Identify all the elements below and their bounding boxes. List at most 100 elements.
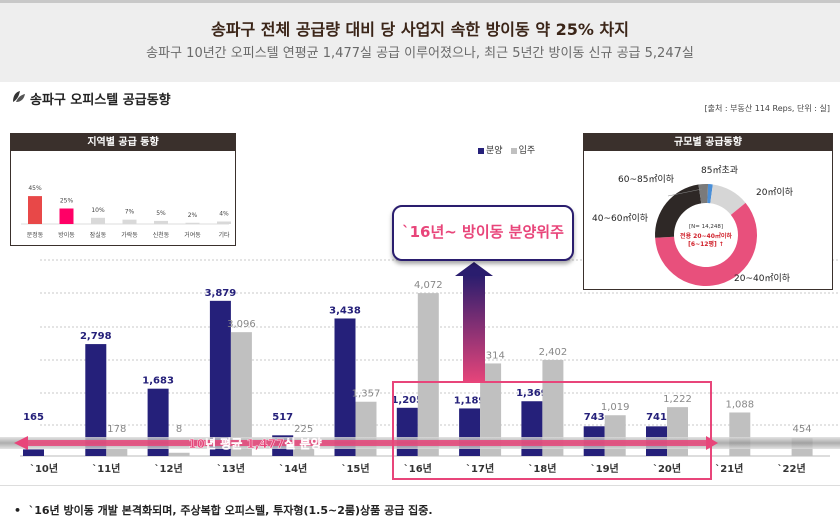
x-tick-label: `13년 <box>217 462 245 475</box>
label-sale: 1,683 <box>142 376 174 387</box>
region-tick-label: 문정동 <box>27 232 44 239</box>
donut-slice-label: 20㎡이하 <box>756 187 794 198</box>
x-tick-label: `16년 <box>404 462 432 475</box>
label-move-in: 1,357 <box>352 389 381 400</box>
chart-legend: 분양 입주 <box>478 143 535 156</box>
x-tick-label: `11년 <box>92 462 120 475</box>
donut-slice <box>707 184 713 204</box>
bar-move-in <box>417 293 439 456</box>
x-tick-label: `10년 <box>30 462 58 475</box>
region-bar-label: 7% <box>125 209 135 216</box>
region-supply-panel: 지역별 공급 동향 45% 문정동 25% 방이동 10% 잠실동 7% 가락동 5% 신천동 2%… <box>10 133 236 246</box>
average-arrow <box>24 440 710 446</box>
section-title-text: 송파구 오피스텔 공급동향 <box>30 93 171 108</box>
region-bar <box>154 220 168 224</box>
region-bar <box>185 222 200 224</box>
highlight-box <box>392 381 712 480</box>
label-move-in: 225 <box>294 424 313 435</box>
region-bar <box>91 217 105 224</box>
x-tick-label: `15년 <box>341 462 369 475</box>
donut-slice-label: 85㎡초과 <box>701 165 738 176</box>
label-move-in: 4,072 <box>414 280 443 291</box>
donut-slice-label: 60~85㎡이하 <box>618 174 675 185</box>
region-bar-chart: 45% 문정동 25% 방이동 10% 잠실동 7% 가락동 5% 신천동 2% 거여동 4% 기타 <box>21 185 231 239</box>
label-move-in: 8 <box>176 424 182 435</box>
arrow-left-icon <box>14 436 28 450</box>
header-band <box>0 0 840 82</box>
divider <box>0 485 840 486</box>
size-supply-panel: 규모별 공급동향 85㎡초과 20㎡이하 20~40㎡이하 40~60㎡이하 60~85… <box>583 133 833 290</box>
region-tick-label: 신천동 <box>153 231 170 239</box>
donut-slice <box>710 184 746 215</box>
bar-sale <box>209 300 231 456</box>
region-bar <box>59 208 74 224</box>
region-bar <box>122 219 137 224</box>
region-panel-title: 지역별 공급 동향 <box>11 134 235 151</box>
source-note: [출처 : 부동산 114 Reps, 단위 : 실] <box>704 104 831 113</box>
label-move-in: 454 <box>793 424 812 435</box>
x-tick-label: `21년 <box>715 462 743 475</box>
label-sale: 165 <box>23 412 44 423</box>
label-sale: 1,205 <box>391 395 423 406</box>
label-sale: 1,189 <box>454 395 486 406</box>
legend-move-in: 입주 <box>510 143 535 156</box>
region-tick-label: 기타 <box>218 231 230 239</box>
leader-line <box>667 188 703 197</box>
label-sale: 3,438 <box>329 305 361 316</box>
label-move-in: 2,314 <box>476 350 505 361</box>
x-tick-label: `20년 <box>653 462 681 475</box>
bar-move-in <box>293 447 315 456</box>
label-sale: 2,798 <box>80 331 112 342</box>
x-tick-label: `12년 <box>155 462 183 475</box>
donut-slice <box>698 184 709 204</box>
average-label: 10년 평균 1,477실 분양 <box>188 436 321 451</box>
label-sale: 1,369 <box>516 388 548 399</box>
label-sale: 743 <box>584 412 605 423</box>
bar-sale <box>334 318 356 456</box>
region-tick-label: 방이동 <box>58 231 75 239</box>
bar-move-in <box>604 415 626 456</box>
donut-center-n: [N= 14,248] <box>689 224 723 230</box>
region-bar-label: 4% <box>219 211 229 218</box>
label-move-in: 178 <box>107 424 126 435</box>
label-move-in: 2,402 <box>539 347 568 358</box>
label-move-in: 3,096 <box>227 319 256 330</box>
x-tick-label: `17년 <box>466 462 494 475</box>
section-title: 송파구 오피스텔 공급동향 <box>12 89 171 108</box>
label-move-in: 1,019 <box>601 402 630 413</box>
label-sale: 741 <box>646 412 667 423</box>
donut-slice <box>655 202 757 286</box>
bar-sale <box>85 344 107 456</box>
leaf-icon <box>12 90 26 107</box>
bar-move-in <box>542 359 564 456</box>
region-tick-label: 잠실동 <box>90 231 107 239</box>
label-move-in: 1,088 <box>725 399 754 410</box>
bar-move-in <box>480 363 502 456</box>
region-bar <box>28 196 42 224</box>
bar-move-in <box>168 452 190 456</box>
bar-move-in <box>106 448 128 456</box>
label-sale: 517 <box>272 412 293 423</box>
region-bar <box>217 221 231 224</box>
arrow-up-icon <box>455 262 493 276</box>
region-bar-label: 45% <box>28 185 42 192</box>
donut-slice <box>655 184 702 238</box>
region-bar-label: 2% <box>188 212 198 219</box>
page-title: 송파구 전체 공급량 대비 당 사업지 속한 방이동 약 25% 차지 <box>211 20 629 39</box>
up-arrow <box>463 275 485 383</box>
donut-center-label: [6~12평] ↑ <box>688 240 724 248</box>
callout-box: `16년~ 방이동 분양위주 <box>392 205 574 261</box>
donut-slice-label: 40~60㎡이하 <box>592 213 649 224</box>
region-bar-label: 25% <box>60 198 74 205</box>
size-panel-title: 규모별 공급동향 <box>584 134 832 151</box>
bar-sale <box>23 449 44 456</box>
footer-text: `16년 방이동 개발 본격화되며, 주상복합 오피스텔, 투자형(1.5~2룸… <box>28 504 433 517</box>
region-tick-label: 가락동 <box>121 231 138 239</box>
region-bar-label: 5% <box>156 210 166 217</box>
legend-sale: 분양 <box>478 143 503 156</box>
footer-note: • `16년 방이동 개발 본격화되며, 주상복합 오피스텔, 투자형(1.5~… <box>14 504 433 517</box>
donut-center-label: 전용 20~40㎡이하 <box>680 232 732 240</box>
page-subtitle: 송파구 10년간 오피스텔 연평균 1,477실 공급 이루어졌으나, 최근 5… <box>146 46 694 61</box>
x-tick-label: `18년 <box>528 462 556 475</box>
x-tick-label: `22년 <box>778 462 806 475</box>
